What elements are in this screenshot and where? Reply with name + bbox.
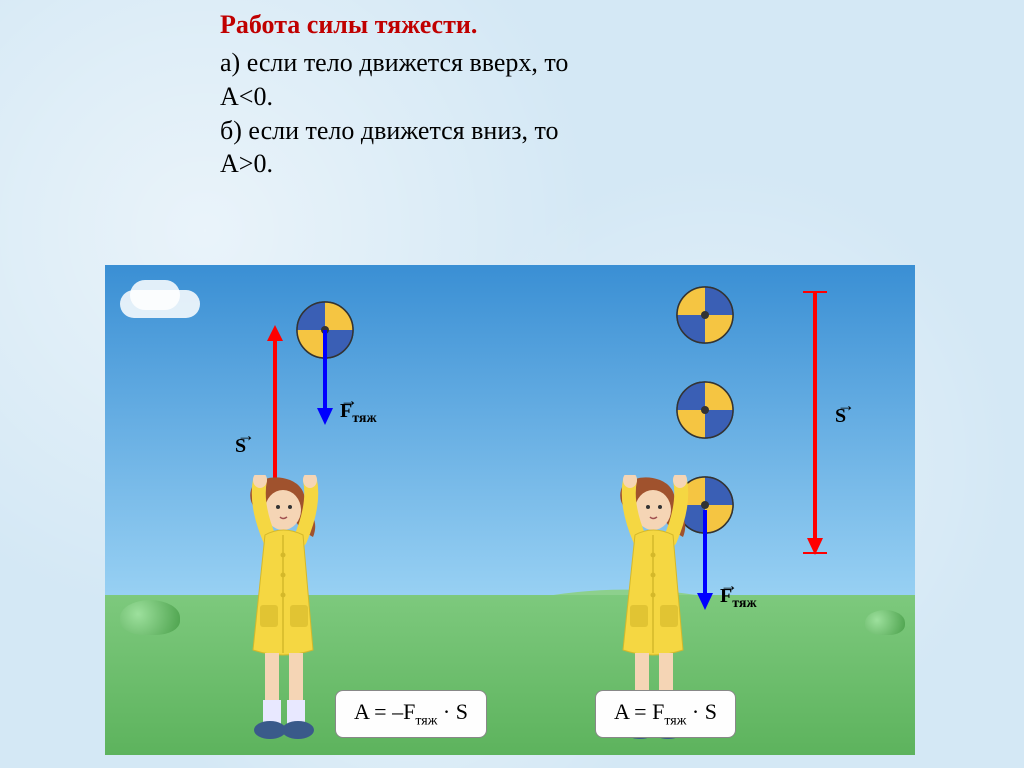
text-block: Работа силы тяжести. а) если тело движет…	[0, 0, 1024, 181]
bush	[120, 600, 180, 635]
ball-falling-2	[675, 380, 735, 440]
title: Работа силы тяжести.	[220, 10, 1024, 40]
displacement-arrow-up	[260, 325, 290, 495]
gravity-arrow-left	[313, 330, 337, 425]
s-label-left: → S	[235, 435, 246, 458]
ball-falling-1	[675, 285, 735, 345]
bush	[865, 610, 905, 635]
s-label-right: → S	[835, 405, 846, 428]
displacement-arrow-down	[800, 290, 830, 555]
physics-diagram: → S → Fтяж →	[105, 265, 915, 755]
line-a: а) если тело движется вверх, то	[220, 46, 1024, 80]
line-b: б) если тело движется вниз, то	[220, 114, 1024, 148]
line-a-ineq: А<0.	[220, 80, 1024, 114]
formula-negative-work: A = –Fтяж · S	[335, 690, 487, 738]
line-b-ineq: А>0.	[220, 147, 1024, 181]
f-label-left: → Fтяж	[340, 400, 377, 427]
formula-positive-work: A = Fтяж · S	[595, 690, 736, 738]
cloud	[130, 280, 180, 310]
